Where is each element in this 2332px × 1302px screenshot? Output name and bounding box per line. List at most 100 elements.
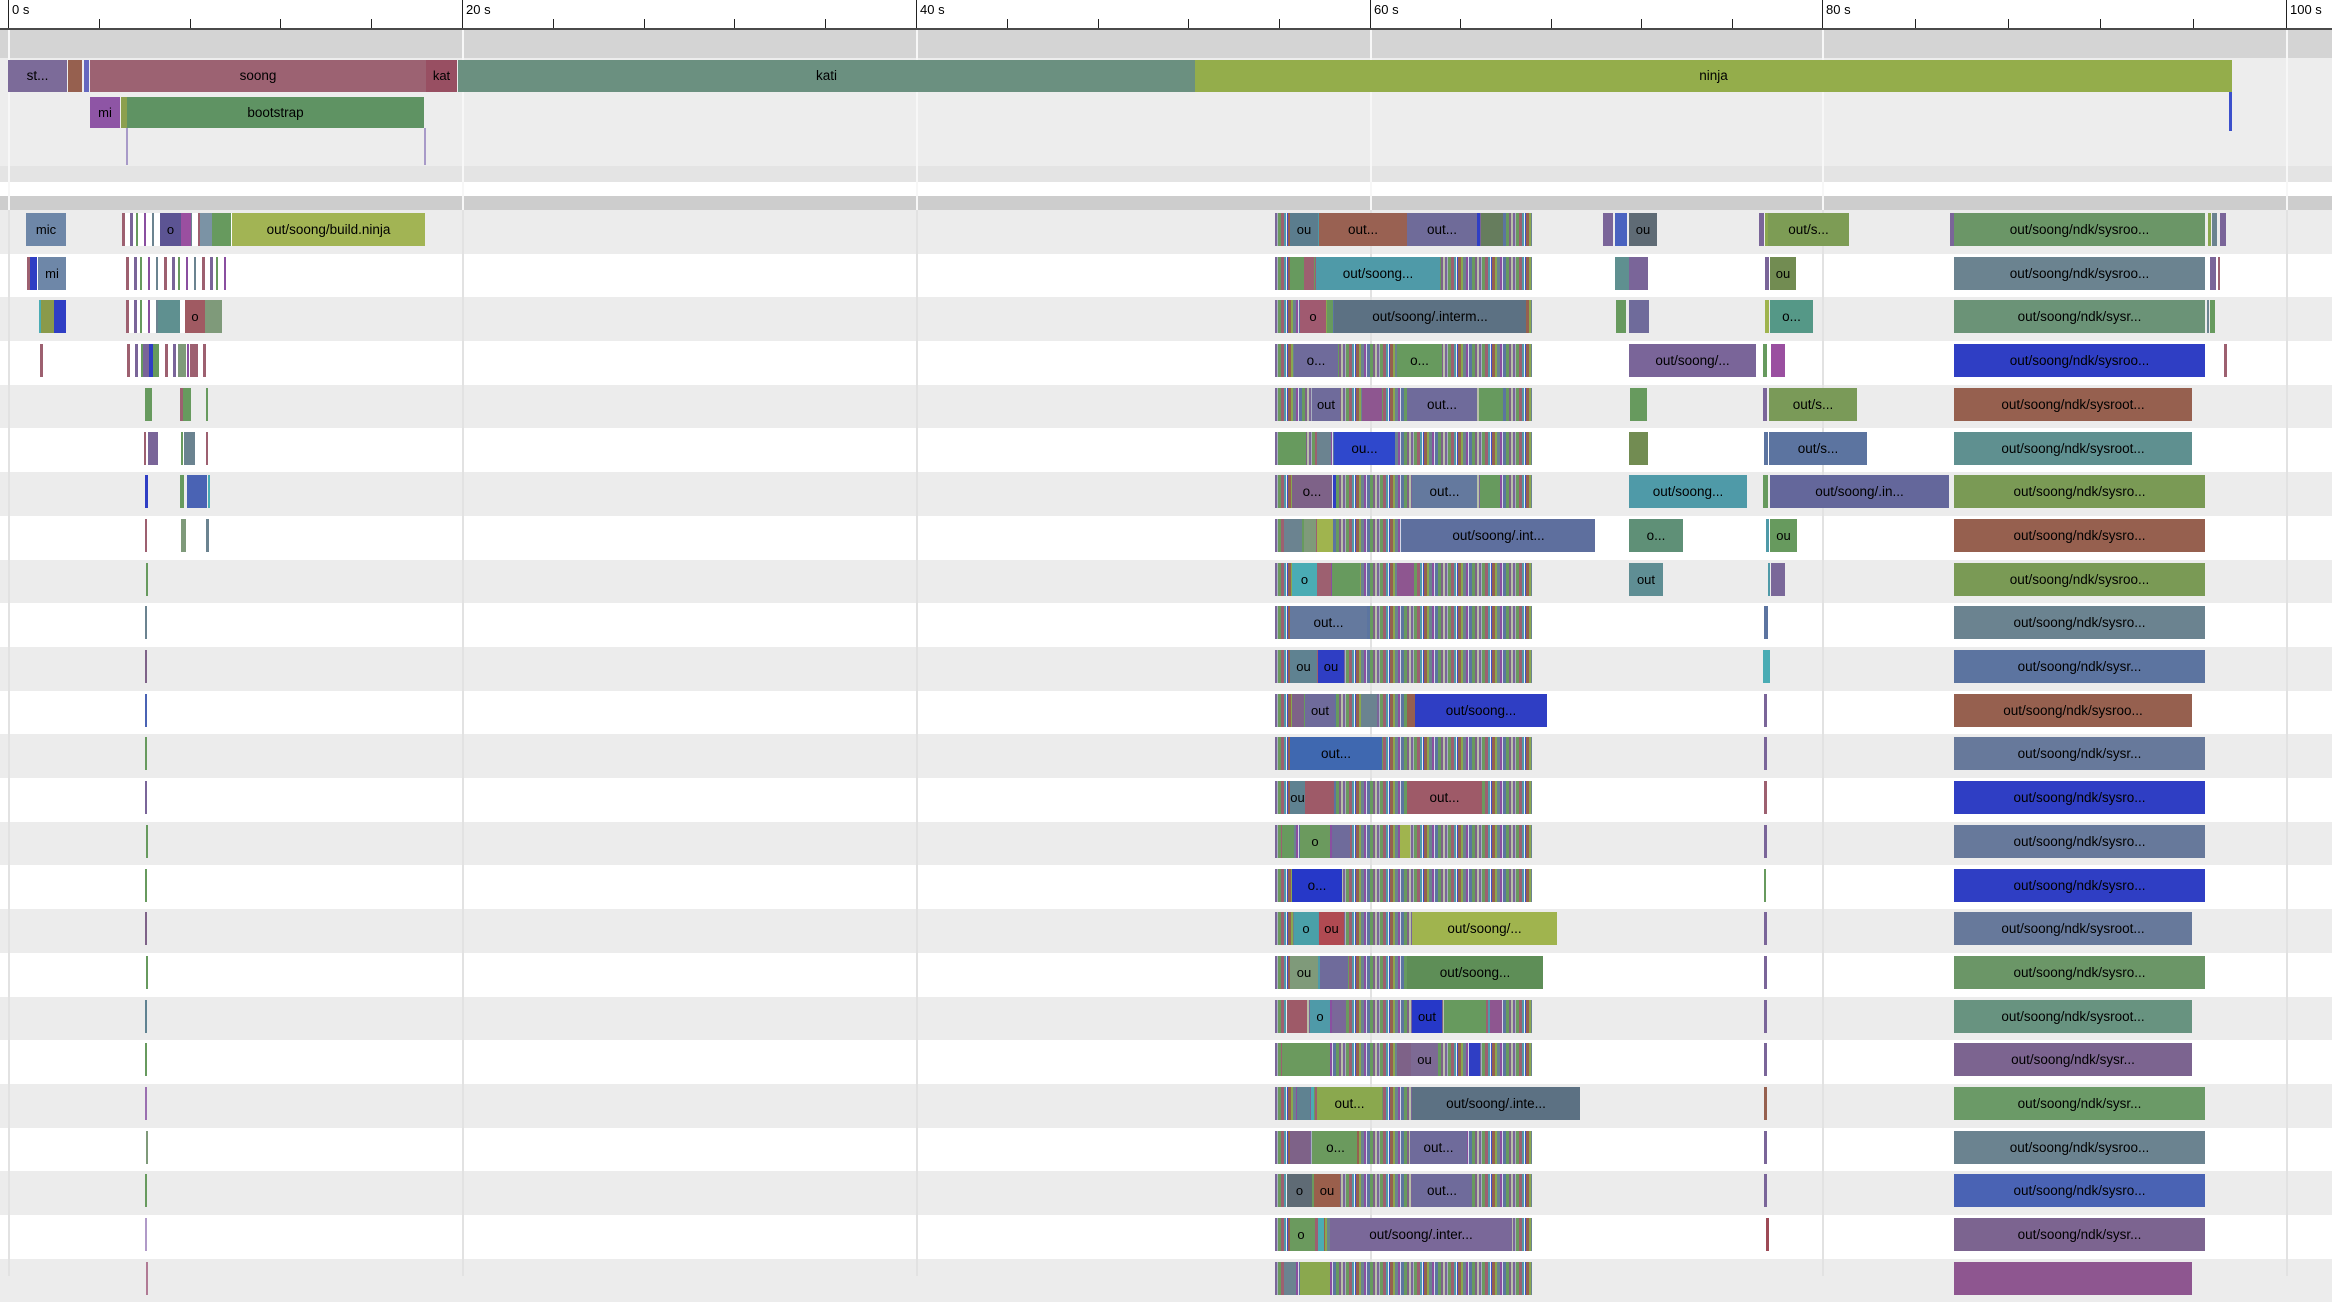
trace-slice[interactable]: out/soong/.inter... [1330, 1218, 1512, 1252]
trace-slice[interactable]: o... [1314, 1130, 1357, 1164]
trace-slice[interactable] [1764, 737, 1767, 771]
trace-slice[interactable] [1362, 693, 1377, 727]
trace-slice[interactable] [1764, 1130, 1767, 1164]
trace-slice[interactable]: ou [1290, 650, 1317, 683]
trace-slice[interactable]: out... [1317, 1087, 1382, 1120]
trace-slice[interactable]: out/s... [1768, 213, 1849, 246]
trace-slice[interactable] [1764, 1087, 1767, 1120]
trace-slice[interactable]: out [1305, 693, 1335, 727]
trace-slice[interactable]: mi [90, 97, 120, 128]
trace-slice[interactable] [1954, 1261, 2192, 1295]
trace-slice[interactable]: out/soong/ndk/sysroot... [1954, 999, 2192, 1033]
trace-slice[interactable] [1317, 431, 1331, 465]
trace-slice[interactable] [1300, 1261, 1330, 1295]
trace-slice[interactable] [1400, 824, 1410, 858]
trace-slice[interactable]: o [1287, 1174, 1312, 1208]
trace-slice[interactable]: mic [26, 213, 66, 246]
trace-slice[interactable]: out/soong/ndk/sysroot... [1954, 387, 2192, 421]
trace-slice[interactable] [145, 868, 147, 902]
trace-slice[interactable] [1616, 300, 1626, 334]
trace-slice[interactable] [1615, 213, 1627, 246]
trace-slice[interactable] [68, 60, 82, 92]
trace-slice[interactable] [1397, 1043, 1411, 1077]
trace-slice[interactable] [1764, 1174, 1767, 1208]
trace-slice[interactable]: ou [1290, 213, 1318, 246]
trace-slice[interactable] [180, 387, 183, 421]
trace-slice[interactable] [143, 344, 149, 378]
trace-slice[interactable]: out/soong/ndk/sysroo... [1954, 213, 2205, 246]
trace-slice[interactable] [1318, 1218, 1324, 1252]
trace-slice[interactable]: out... [1410, 1130, 1467, 1164]
trace-slice[interactable]: out/soong/ndk/sysroo... [1954, 344, 2205, 378]
trace-slice[interactable]: bootstrap [127, 97, 424, 128]
trace-slice[interactable] [1305, 781, 1334, 815]
trace-slice[interactable] [187, 475, 207, 509]
trace-slice[interactable] [178, 344, 186, 378]
trace-slice[interactable] [1629, 431, 1648, 465]
trace-slice[interactable]: out/soong... [1629, 475, 1747, 509]
trace-slice[interactable]: out/soong/ndk/sysro... [1954, 868, 2205, 902]
trace-slice[interactable] [27, 256, 30, 290]
trace-slice[interactable]: out/soong... [1415, 693, 1547, 727]
trace-slice[interactable]: out/soong/ndk/sysroo... [1954, 693, 2192, 727]
trace-slice[interactable]: out/soong/ndk/sysro... [1954, 475, 2205, 509]
trace-slice[interactable] [1333, 475, 1336, 509]
trace-slice[interactable] [1759, 213, 1764, 246]
trace-slice[interactable]: out... [1407, 213, 1477, 246]
trace-slice[interactable] [145, 737, 147, 771]
time-ruler[interactable]: 0 s 20 s 40 s 60 s 80 s 100 s [0, 0, 2332, 30]
trace-slice[interactable]: out/soong/ndk/sysro... [1954, 955, 2205, 989]
trace-slice[interactable] [54, 300, 66, 334]
trace-slice[interactable]: out... [1290, 606, 1367, 640]
trace-slice[interactable] [145, 475, 148, 509]
trace-slice[interactable] [146, 562, 148, 596]
trace-slice[interactable] [153, 344, 159, 378]
trace-slice[interactable]: out [1312, 387, 1340, 421]
trace-slice[interactable] [1479, 387, 1503, 421]
trace-slice[interactable] [1765, 300, 1769, 334]
trace-slice[interactable] [1304, 518, 1316, 552]
trace-slice[interactable] [206, 518, 209, 552]
trace-slice[interactable]: out [1629, 562, 1663, 596]
trace-slice[interactable]: out... [1407, 387, 1477, 421]
trace-slice[interactable] [149, 344, 153, 378]
trace-slice[interactable] [1764, 824, 1767, 858]
trace-slice[interactable] [1766, 518, 1769, 552]
trace-slice[interactable] [1763, 475, 1768, 509]
trace-slice[interactable] [206, 387, 208, 421]
trace-slice[interactable] [1771, 562, 1785, 596]
trace-slice[interactable]: out/soong/ndk/sysr... [1954, 650, 2205, 683]
trace-slice[interactable] [1765, 213, 1768, 246]
trace-slice[interactable] [1950, 213, 1954, 246]
trace-slice[interactable] [1327, 300, 1333, 334]
trace-slice[interactable]: out... [1412, 475, 1477, 509]
trace-slice[interactable]: o [1294, 912, 1318, 946]
trace-slice[interactable]: out... [1290, 737, 1382, 771]
trace-slice[interactable] [40, 344, 43, 378]
trace-slice[interactable] [1764, 693, 1767, 727]
trace-slice[interactable] [1771, 344, 1785, 378]
trace-slice[interactable]: o [185, 300, 205, 334]
trace-slice[interactable] [1768, 562, 1770, 596]
trace-slice[interactable] [1477, 213, 1480, 246]
trace-slice[interactable] [200, 213, 212, 246]
trace-slice[interactable] [30, 256, 37, 290]
trace-slice[interactable] [1603, 213, 1613, 246]
trace-slice[interactable] [1490, 999, 1502, 1033]
trace-slice[interactable] [146, 955, 148, 989]
trace-slice[interactable] [145, 1087, 147, 1120]
trace-slice[interactable]: out... [1319, 213, 1407, 246]
trace-slice[interactable]: ou [1314, 1174, 1340, 1208]
trace-slice[interactable]: out/soong/ndk/sysroo... [1954, 562, 2205, 596]
trace-slice[interactable]: out/soong/ndk/sysro... [1954, 781, 2205, 815]
trace-slice[interactable] [1764, 955, 1767, 989]
trace-slice[interactable] [145, 1043, 147, 1077]
trace-slice[interactable]: ou [1290, 955, 1318, 989]
trace-slice-cluster[interactable] [126, 256, 232, 290]
trace-slice-cluster[interactable] [1275, 431, 1532, 465]
trace-slice[interactable]: out/soong/build.ninja [232, 213, 425, 246]
trace-slice[interactable] [1284, 1261, 1294, 1295]
trace-slice[interactable] [1332, 824, 1350, 858]
trace-slice[interactable] [184, 431, 195, 465]
trace-slice[interactable] [1290, 1130, 1310, 1164]
